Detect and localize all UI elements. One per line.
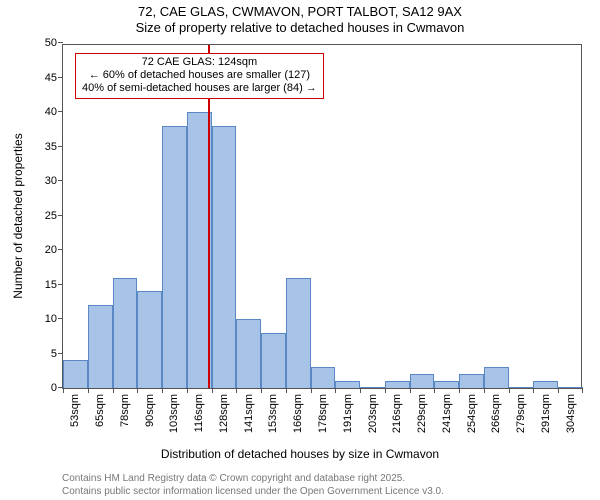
x-tick-mark bbox=[261, 388, 262, 393]
x-tick-label: 304sqm bbox=[565, 394, 577, 433]
y-tick-label: 40 bbox=[45, 106, 63, 118]
y-tick-label: 25 bbox=[45, 210, 63, 222]
y-tick-label: 35 bbox=[45, 141, 63, 153]
y-tick-label: 45 bbox=[45, 72, 63, 84]
x-tick-label: 216sqm bbox=[391, 394, 403, 433]
annotation-line: 40% of semi-detached houses are larger (… bbox=[82, 82, 317, 95]
histogram-bar bbox=[360, 387, 385, 388]
x-tick-label: 254sqm bbox=[466, 394, 478, 433]
y-tick-label: 10 bbox=[45, 313, 63, 325]
histogram-bar bbox=[261, 333, 286, 388]
x-tick-label: 241sqm bbox=[441, 394, 453, 433]
x-tick-label: 141sqm bbox=[243, 394, 255, 433]
annotation-box: 72 CAE GLAS: 124sqm← 60% of detached hou… bbox=[75, 53, 324, 99]
x-tick-label: 103sqm bbox=[168, 394, 180, 433]
histogram-bar bbox=[533, 381, 558, 388]
x-tick-mark bbox=[335, 388, 336, 393]
x-axis-title: Distribution of detached houses by size … bbox=[0, 447, 600, 461]
annotation-line: ← 60% of detached houses are smaller (12… bbox=[82, 69, 317, 82]
y-tick-label: 50 bbox=[45, 37, 63, 49]
annotation-line: 72 CAE GLAS: 124sqm bbox=[82, 56, 317, 69]
x-tick-label: 90sqm bbox=[144, 394, 156, 427]
x-tick-label: 53sqm bbox=[69, 394, 81, 427]
histogram-bar bbox=[113, 278, 138, 388]
x-tick-mark bbox=[187, 388, 188, 393]
histogram-bar bbox=[459, 374, 484, 388]
x-tick-label: 229sqm bbox=[416, 394, 428, 433]
x-tick-mark bbox=[385, 388, 386, 393]
histogram-bar bbox=[286, 278, 311, 388]
x-tick-label: 279sqm bbox=[515, 394, 527, 433]
histogram-bar bbox=[484, 367, 509, 388]
y-tick-label: 0 bbox=[51, 382, 63, 394]
chart-title-line2: Size of property relative to detached ho… bbox=[0, 20, 600, 36]
x-tick-label: 266sqm bbox=[490, 394, 502, 433]
x-tick-mark bbox=[484, 388, 485, 393]
x-tick-mark bbox=[582, 388, 583, 393]
x-tick-label: 291sqm bbox=[540, 394, 552, 433]
x-tick-mark bbox=[509, 388, 510, 393]
y-tick-label: 20 bbox=[45, 244, 63, 256]
histogram-bar bbox=[236, 319, 261, 388]
x-tick-mark bbox=[360, 388, 361, 393]
histogram-bar bbox=[88, 305, 113, 388]
x-tick-label: 116sqm bbox=[193, 394, 205, 432]
plot-area: 53sqm65sqm78sqm90sqm103sqm116sqm128sqm14… bbox=[62, 44, 582, 389]
x-tick-mark bbox=[459, 388, 460, 393]
y-axis-title: Number of detached properties bbox=[11, 126, 25, 306]
x-tick-mark bbox=[88, 388, 89, 393]
histogram-bar bbox=[385, 381, 410, 388]
footer-line2: Contains public sector information licen… bbox=[62, 485, 600, 498]
x-tick-mark bbox=[533, 388, 534, 393]
x-tick-mark bbox=[137, 388, 138, 393]
histogram-bar bbox=[311, 367, 336, 388]
x-tick-mark bbox=[212, 388, 213, 393]
histogram-bar bbox=[410, 374, 435, 388]
x-tick-mark bbox=[286, 388, 287, 393]
x-tick-mark bbox=[162, 388, 163, 393]
histogram-bar bbox=[162, 126, 187, 388]
x-tick-mark bbox=[558, 388, 559, 393]
x-tick-label: 178sqm bbox=[317, 394, 329, 433]
x-tick-label: 203sqm bbox=[367, 394, 379, 433]
x-tick-mark bbox=[236, 388, 237, 393]
x-tick-label: 128sqm bbox=[218, 394, 230, 433]
x-tick-mark bbox=[311, 388, 312, 393]
x-tick-label: 65sqm bbox=[94, 394, 106, 427]
y-tick-label: 15 bbox=[45, 279, 63, 291]
x-tick-label: 153sqm bbox=[267, 394, 279, 433]
histogram-bar bbox=[335, 381, 360, 388]
histogram-bar bbox=[434, 381, 459, 388]
x-tick-mark bbox=[113, 388, 114, 393]
footer-line1: Contains HM Land Registry data © Crown c… bbox=[62, 472, 600, 485]
x-tick-mark bbox=[410, 388, 411, 393]
histogram-bar bbox=[509, 387, 534, 388]
histogram-bar bbox=[558, 387, 583, 388]
y-tick-label: 30 bbox=[45, 175, 63, 187]
x-tick-mark bbox=[434, 388, 435, 393]
y-tick-label: 5 bbox=[51, 348, 63, 360]
histogram-bar bbox=[212, 126, 237, 388]
x-tick-label: 191sqm bbox=[342, 394, 354, 433]
x-tick-label: 78sqm bbox=[119, 394, 131, 427]
x-tick-label: 166sqm bbox=[292, 394, 304, 433]
histogram-bar bbox=[63, 360, 88, 388]
chart-title-line1: 72, CAE GLAS, CWMAVON, PORT TALBOT, SA12… bbox=[0, 4, 600, 20]
histogram-bar bbox=[137, 291, 162, 388]
x-tick-mark bbox=[63, 388, 64, 393]
